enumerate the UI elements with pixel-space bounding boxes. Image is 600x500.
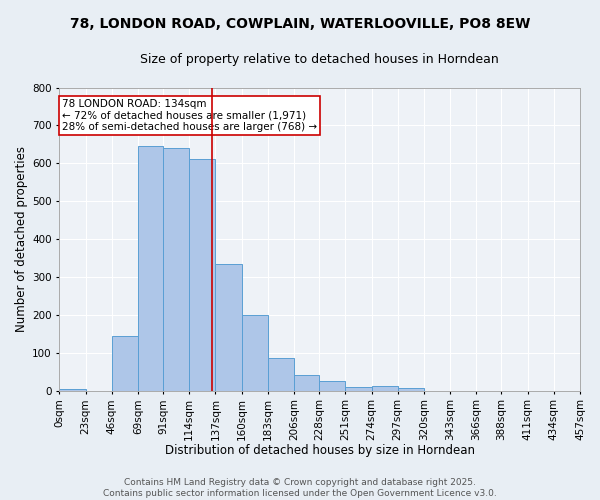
Bar (163, 148, 189, 390)
Bar (294, 374, 319, 390)
Bar (268, 358, 294, 390)
Bar (138, 146, 163, 390)
X-axis label: Distribution of detached houses by size in Horndean: Distribution of detached houses by size … (165, 444, 475, 458)
Bar (371, 386, 398, 390)
Bar (346, 387, 371, 390)
Bar (580, 388, 600, 390)
Bar (242, 315, 268, 390)
Text: 78 LONDON ROAD: 134sqm
← 72% of detached houses are smaller (1,971)
28% of semi-: 78 LONDON ROAD: 134sqm ← 72% of detached… (62, 99, 317, 132)
Bar (398, 388, 424, 390)
Y-axis label: Number of detached properties: Number of detached properties (15, 146, 28, 332)
Text: Contains HM Land Registry data © Crown copyright and database right 2025.
Contai: Contains HM Land Registry data © Crown c… (103, 478, 497, 498)
Bar (215, 264, 242, 390)
Title: Size of property relative to detached houses in Horndean: Size of property relative to detached ho… (140, 52, 499, 66)
Bar (189, 160, 215, 390)
Text: 78, LONDON ROAD, COWPLAIN, WATERLOOVILLE, PO8 8EW: 78, LONDON ROAD, COWPLAIN, WATERLOOVILLE… (70, 18, 530, 32)
Bar (319, 380, 346, 390)
Bar (59, 388, 86, 390)
Bar (112, 336, 138, 390)
